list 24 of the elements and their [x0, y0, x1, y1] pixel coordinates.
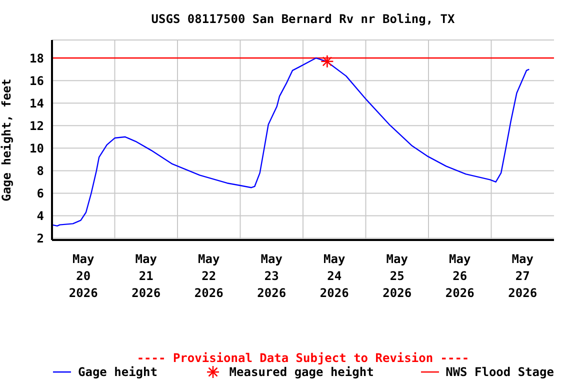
y-tick-label: 10	[30, 141, 44, 156]
x-tick-label: May 24 2026	[320, 252, 349, 300]
text: ---- Provisional Data Subject to Revision ----	[136, 351, 470, 365]
legend-label: Gage height	[78, 365, 158, 379]
legend-label: Measured gage height	[229, 365, 374, 379]
x-tick-label: May 26 2026	[445, 252, 474, 300]
line-series	[52, 56, 530, 227]
y-tick-label: 6	[36, 186, 44, 200]
x-tick-label: May 21 2026	[132, 252, 161, 300]
x-tick-label: May 23 2026	[257, 252, 286, 300]
y-tick-label: 16	[30, 74, 44, 88]
y-tick-label: 2	[36, 232, 44, 246]
chart-title: USGS 08117500 San Bernard Rv nr Boling, TX	[150, 12, 456, 26]
x-tick-label: May 20 2026	[68, 252, 98, 300]
y-tick-label: 4	[36, 209, 44, 224]
x-tick-label: May 22 2026	[194, 252, 224, 300]
y-tick-label: 8	[36, 164, 44, 178]
x-tick-label: May 25 2026	[382, 252, 412, 300]
y-tick-label: 14	[30, 96, 44, 110]
y-tick-label: 18	[30, 51, 44, 66]
y-tick-label: 12	[30, 118, 44, 133]
x-tick-label: May 27 2026	[508, 252, 538, 300]
y-axis-title: Gage height, feet	[0, 78, 14, 202]
legend-label: NWS Flood Stage	[446, 365, 554, 379]
